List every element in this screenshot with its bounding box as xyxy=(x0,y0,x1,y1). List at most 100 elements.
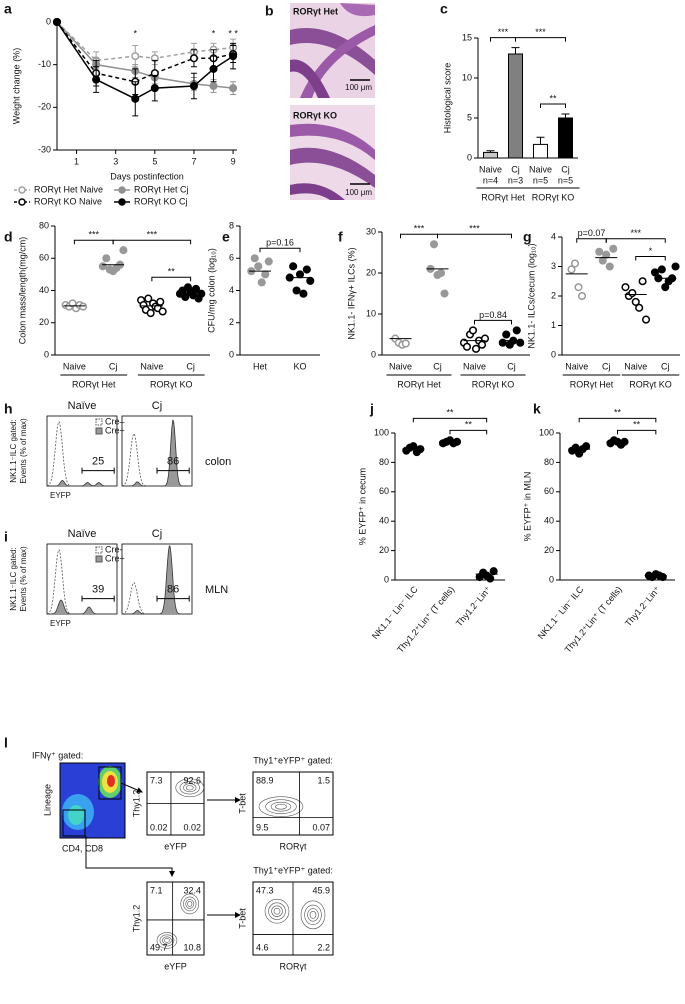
marker xyxy=(150,84,159,93)
y-tick-label: 0 xyxy=(371,349,376,359)
error-bar xyxy=(561,113,570,118)
dot xyxy=(401,339,410,348)
dot xyxy=(119,246,128,255)
dot xyxy=(609,244,618,253)
dot xyxy=(292,286,301,295)
legend-swatch xyxy=(95,555,103,563)
contour xyxy=(185,899,195,909)
dot xyxy=(489,567,498,576)
group-label: RORγt KO xyxy=(472,379,515,389)
bar xyxy=(483,151,498,159)
condition-title: Cj xyxy=(152,400,162,412)
significance-label: * xyxy=(649,246,653,256)
group-label: RORγt Het xyxy=(570,379,614,389)
marker xyxy=(92,75,101,84)
cre-pos-histogram xyxy=(122,419,192,487)
contour-plot xyxy=(146,881,205,956)
dot xyxy=(605,262,614,271)
dot xyxy=(264,257,273,266)
dot xyxy=(250,254,259,263)
group-label: RORγt KO xyxy=(532,192,575,202)
marker xyxy=(52,17,62,27)
x-tick-label: Cj xyxy=(511,164,520,174)
cre-pos-histogram xyxy=(47,480,117,487)
dot xyxy=(486,574,495,583)
panel-letter: h xyxy=(4,401,13,417)
dot xyxy=(306,276,315,285)
gate-title: IFNγ⁺ gated: xyxy=(32,750,83,760)
y-axis-label: NK1.1- IFNγ+ ILCs (%) xyxy=(346,247,356,339)
significance-bracket xyxy=(576,238,607,243)
contour xyxy=(309,911,317,919)
dot xyxy=(641,315,651,324)
x-tick-label: Thy1.2⁻Lin⁺ xyxy=(454,584,493,628)
density-plot xyxy=(59,762,241,918)
dot xyxy=(299,289,308,298)
contour xyxy=(159,934,175,947)
gate-label: CD4, CD8 xyxy=(62,843,103,853)
x-tick-label: Cj xyxy=(602,361,611,371)
legend-swatch xyxy=(95,418,103,426)
legend-swatch xyxy=(95,546,103,554)
y-tick-label: 80 xyxy=(544,457,554,467)
panel-letter: c xyxy=(440,1,448,17)
y-axis-label: Thy1.2 xyxy=(131,905,141,933)
x-tick-label: 9 xyxy=(231,156,236,166)
histogram-frame xyxy=(46,415,118,487)
x-tick-label: Naive xyxy=(389,361,412,371)
dot xyxy=(102,254,111,263)
panel-letter: d xyxy=(4,229,13,245)
y-tick-label: 30 xyxy=(366,226,376,236)
quadrant-lines xyxy=(253,882,333,955)
dot xyxy=(181,292,190,302)
y-tick-label: 60 xyxy=(544,486,554,496)
gate-value: 39 xyxy=(92,584,104,596)
quadrant-value: 88.9 xyxy=(256,775,274,785)
dot xyxy=(602,250,611,259)
y-axis-label: % EYFP⁺ in MLN xyxy=(522,472,532,542)
panel-letter: i xyxy=(4,529,8,545)
contour xyxy=(265,799,297,814)
x-tick-label: Het xyxy=(253,361,268,371)
significance-label: p=0.84 xyxy=(479,310,507,320)
x-tick-label: Cj xyxy=(186,361,195,371)
contour xyxy=(304,904,322,925)
legend-marker xyxy=(18,198,26,206)
dot xyxy=(638,277,647,286)
y-tick-label: 0 xyxy=(384,574,389,584)
legend-label: RORγt KO Naive xyxy=(34,196,102,206)
histology-image xyxy=(290,3,375,98)
y-tick-label: 10 xyxy=(462,72,472,82)
y-tick-label: 2 xyxy=(551,290,556,300)
error-bar xyxy=(486,150,495,153)
marker xyxy=(229,84,238,93)
dot xyxy=(156,297,165,306)
legend-swatch xyxy=(95,427,103,435)
contour xyxy=(275,803,287,810)
significance-bracket xyxy=(540,103,566,108)
panel-letter: g xyxy=(523,229,532,245)
series-line xyxy=(56,21,234,62)
contour xyxy=(268,902,286,920)
quadrant-value: 9.5 xyxy=(256,822,269,832)
significance-bracket xyxy=(490,37,516,42)
quadrant-value: 0.07 xyxy=(312,822,330,832)
x-tick-label: Naive xyxy=(565,361,588,371)
n-label: n=5 xyxy=(533,175,548,185)
error-bar xyxy=(511,47,520,54)
y-tick-label: 20 xyxy=(379,545,389,555)
quadrant-value: 7.3 xyxy=(150,775,163,785)
y-tick-label: -10 xyxy=(38,59,51,69)
marker xyxy=(209,64,218,73)
dot xyxy=(570,259,580,268)
dot xyxy=(658,573,667,582)
y-tick-label: 0 xyxy=(46,16,51,26)
quadrant-value: 45.9 xyxy=(312,885,330,895)
dot xyxy=(79,302,88,311)
dot xyxy=(462,342,472,351)
marker xyxy=(131,52,140,61)
y-tick-label: 1 xyxy=(551,320,556,330)
panel-letter: e xyxy=(222,229,230,245)
marker xyxy=(229,52,238,61)
y-tick-label: 5 xyxy=(467,112,472,122)
